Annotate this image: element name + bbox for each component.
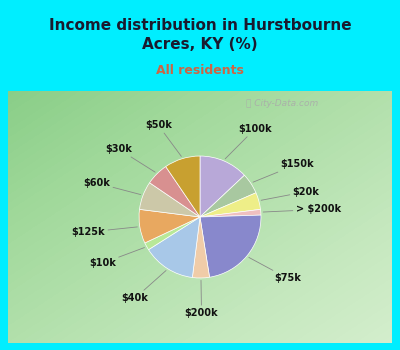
Wedge shape [200,209,261,217]
Text: All residents: All residents [156,64,244,77]
Text: $20k: $20k [261,187,319,200]
Wedge shape [200,175,256,217]
Wedge shape [166,156,200,217]
Wedge shape [200,193,260,217]
Wedge shape [140,183,200,217]
Wedge shape [139,209,200,243]
Wedge shape [192,217,210,278]
Wedge shape [150,167,200,217]
Text: $30k: $30k [105,144,155,172]
Text: $75k: $75k [249,257,301,283]
Wedge shape [200,156,244,217]
Text: $60k: $60k [83,178,141,195]
Wedge shape [148,217,200,278]
Text: ⓘ City-Data.com: ⓘ City-Data.com [246,99,318,107]
Text: $150k: $150k [253,159,314,182]
Text: $10k: $10k [89,247,144,268]
Wedge shape [145,217,200,250]
Wedge shape [200,215,261,277]
Text: $50k: $50k [145,120,181,156]
Text: $200k: $200k [185,280,218,318]
Text: $100k: $100k [225,124,272,159]
Text: $125k: $125k [72,227,137,237]
Text: $40k: $40k [122,271,166,303]
Text: Income distribution in Hurstbourne
Acres, KY (%): Income distribution in Hurstbourne Acres… [49,18,351,52]
Text: > $200k: > $200k [263,204,341,215]
